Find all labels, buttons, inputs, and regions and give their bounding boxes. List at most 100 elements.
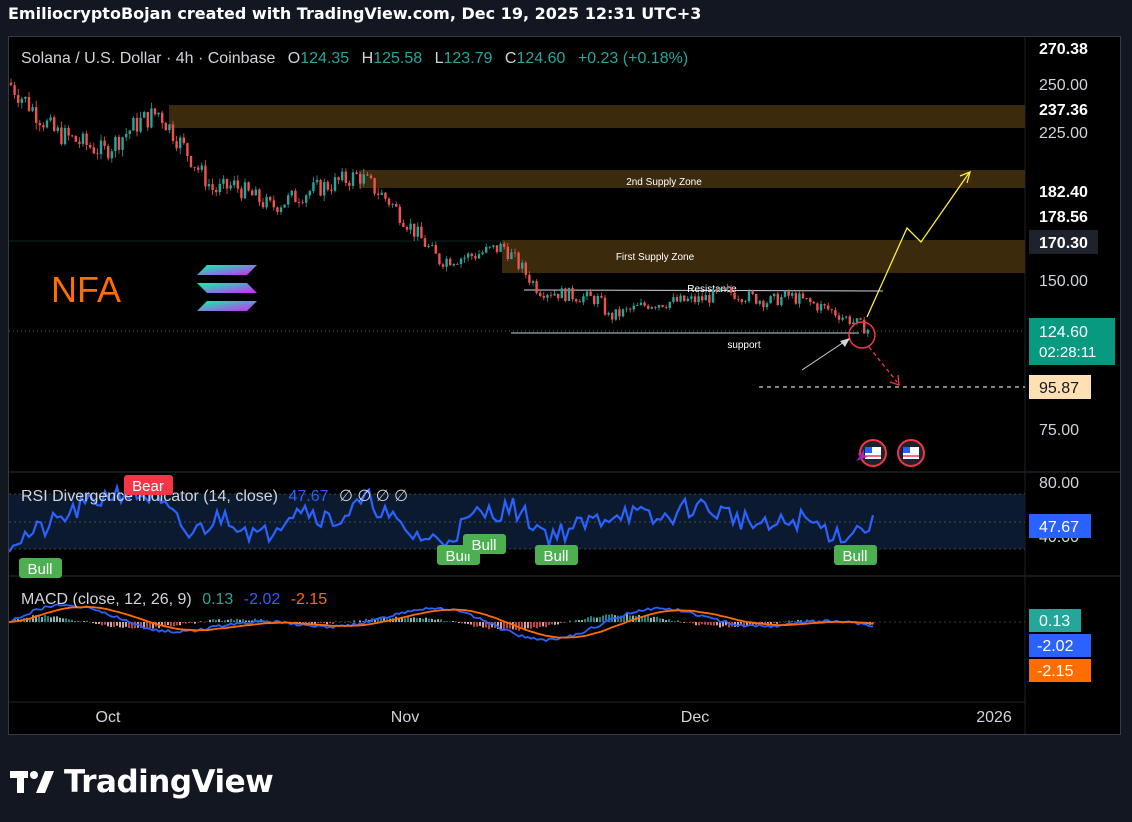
- candle-body: [625, 308, 628, 310]
- candle-body: [114, 136, 117, 152]
- macd-histogram-bar: [329, 622, 331, 624]
- candle-body: [452, 263, 455, 266]
- macd-histogram-bar: [86, 620, 88, 622]
- candle-body: [42, 125, 45, 128]
- macd-histogram-bar: [359, 620, 361, 622]
- target-price-label-bg: [1029, 375, 1091, 399]
- tradingview-brand: TradingView: [64, 764, 274, 800]
- macd-histogram-bar: [482, 622, 484, 628]
- macd-signal-line[interactable]: [9, 605, 874, 639]
- candle-body: [117, 136, 121, 150]
- candle-body: [362, 174, 365, 184]
- candle-body: [225, 178, 229, 189]
- supply-zone-second[interactable]: [359, 170, 1025, 188]
- candle-body: [657, 305, 661, 308]
- candle-body: [283, 204, 286, 208]
- macd-histogram-bar: [143, 622, 145, 630]
- close-label: C: [505, 50, 517, 67]
- candle-body: [463, 257, 466, 259]
- economic-event-icon-2[interactable]: [897, 439, 925, 467]
- candle-body: [290, 190, 293, 196]
- bull-divergence-badges[interactable]: Bull Bull Bull Bull Bull: [19, 534, 877, 578]
- macd-histogram-bar: [545, 622, 547, 628]
- candle-body: [49, 117, 52, 121]
- macd-histogram-bar: [767, 622, 769, 624]
- macd-hist-label-bg: [1029, 609, 1081, 632]
- macd-histogram-bar: [539, 622, 541, 628]
- symbol-legend[interactable]: Solana / U.S. Dollar · 4h · Coinbase O12…: [21, 50, 688, 67]
- price-label-178-bg: [1029, 205, 1096, 227]
- macd-histogram-bar: [620, 615, 622, 622]
- bull-badge-5[interactable]: [834, 545, 877, 565]
- candle-body: [783, 291, 787, 297]
- candle-body: [186, 143, 189, 156]
- candle-body: [128, 130, 131, 134]
- candle-body: [470, 253, 473, 257]
- candle-body: [549, 294, 553, 296]
- candle-body: [344, 171, 347, 183]
- bear-divergence-badge[interactable]: [124, 475, 173, 495]
- macd-histogram-bar: [314, 622, 316, 625]
- macd-histogram-bar: [353, 620, 355, 622]
- candle-body: [481, 252, 484, 255]
- candlestick-series[interactable]: [9, 78, 869, 338]
- candle-body: [60, 127, 63, 145]
- candle-body: [218, 183, 221, 193]
- macd-legend[interactable]: MACD (close, 12, 26, 9) 0.13 -2.02 -2.15: [21, 591, 327, 608]
- macd-histogram-bar: [542, 622, 544, 627]
- macd-hist-label: 0.13: [1039, 613, 1070, 630]
- candle-body: [564, 288, 567, 301]
- candle-body: [801, 293, 805, 299]
- macd-histogram-bar: [239, 619, 241, 622]
- macd-histogram-bar: [95, 622, 97, 625]
- candle-body: [197, 167, 200, 170]
- rsi-legend[interactable]: RSI Divergence Indicator (14, close) 47.…: [21, 488, 408, 505]
- bull-badge-3[interactable]: [463, 534, 506, 554]
- candle-body: [13, 85, 16, 96]
- candle-body: [747, 291, 751, 302]
- pointer-arrow[interactable]: [801, 339, 848, 371]
- macd-histogram-bar: [437, 619, 439, 622]
- candle-body: [438, 253, 441, 265]
- candle-body: [157, 112, 160, 115]
- candle-body: [823, 304, 826, 306]
- tradingview-footer[interactable]: TradingView: [10, 762, 274, 802]
- candle-body: [827, 305, 830, 310]
- candle-body: [139, 117, 142, 132]
- candle-body: [107, 145, 110, 159]
- macd-histogram-bar: [53, 616, 55, 622]
- macd-histogram-bar: [182, 622, 184, 624]
- macd-histogram-bar: [446, 621, 448, 622]
- macd-line[interactable]: [9, 603, 874, 643]
- supply-zone-first[interactable]: [502, 240, 1025, 273]
- candle-body: [366, 174, 369, 176]
- bullish-projection-path[interactable]: [866, 172, 970, 318]
- bull-badge-1[interactable]: [19, 558, 62, 578]
- candle-body: [582, 296, 585, 303]
- bull-badge-4[interactable]: [535, 545, 578, 565]
- macd-histogram-bar: [419, 618, 421, 622]
- last-candle-highlight[interactable]: [848, 321, 876, 349]
- macd-histogram-bar: [578, 619, 580, 622]
- candle-body: [528, 274, 531, 283]
- chart-attribution: EmiliocryptoBojan created with TradingVi…: [8, 4, 702, 23]
- second-supply-zone-label: 2nd Supply Zone: [626, 177, 702, 188]
- candle-body: [71, 135, 74, 137]
- resistance-line[interactable]: [523, 289, 884, 292]
- macd-histogram-bar: [311, 622, 313, 624]
- price-tick-150: 150.00: [1039, 273, 1088, 290]
- candle-body: [402, 222, 405, 227]
- time-tick-nov: Nov: [391, 709, 419, 726]
- candle-body: [222, 178, 225, 184]
- chart-container[interactable]: 2nd Supply Zone First Supply Zone Resist…: [8, 36, 1121, 735]
- macd-histogram-bar: [407, 617, 409, 622]
- supply-zone-top[interactable]: [169, 105, 1025, 128]
- economic-event-icon[interactable]: [859, 439, 887, 467]
- macd-histogram-bar: [122, 622, 124, 628]
- bearish-projection-path[interactable]: [868, 346, 898, 383]
- price-label-178: 178.56: [1039, 209, 1088, 226]
- rsi-value-label: 47.67: [1039, 519, 1079, 536]
- macd-histogram-bar: [425, 617, 427, 622]
- price-chart[interactable]: 2nd Supply Zone First Supply Zone Resist…: [9, 37, 1121, 735]
- candle-body: [204, 165, 207, 187]
